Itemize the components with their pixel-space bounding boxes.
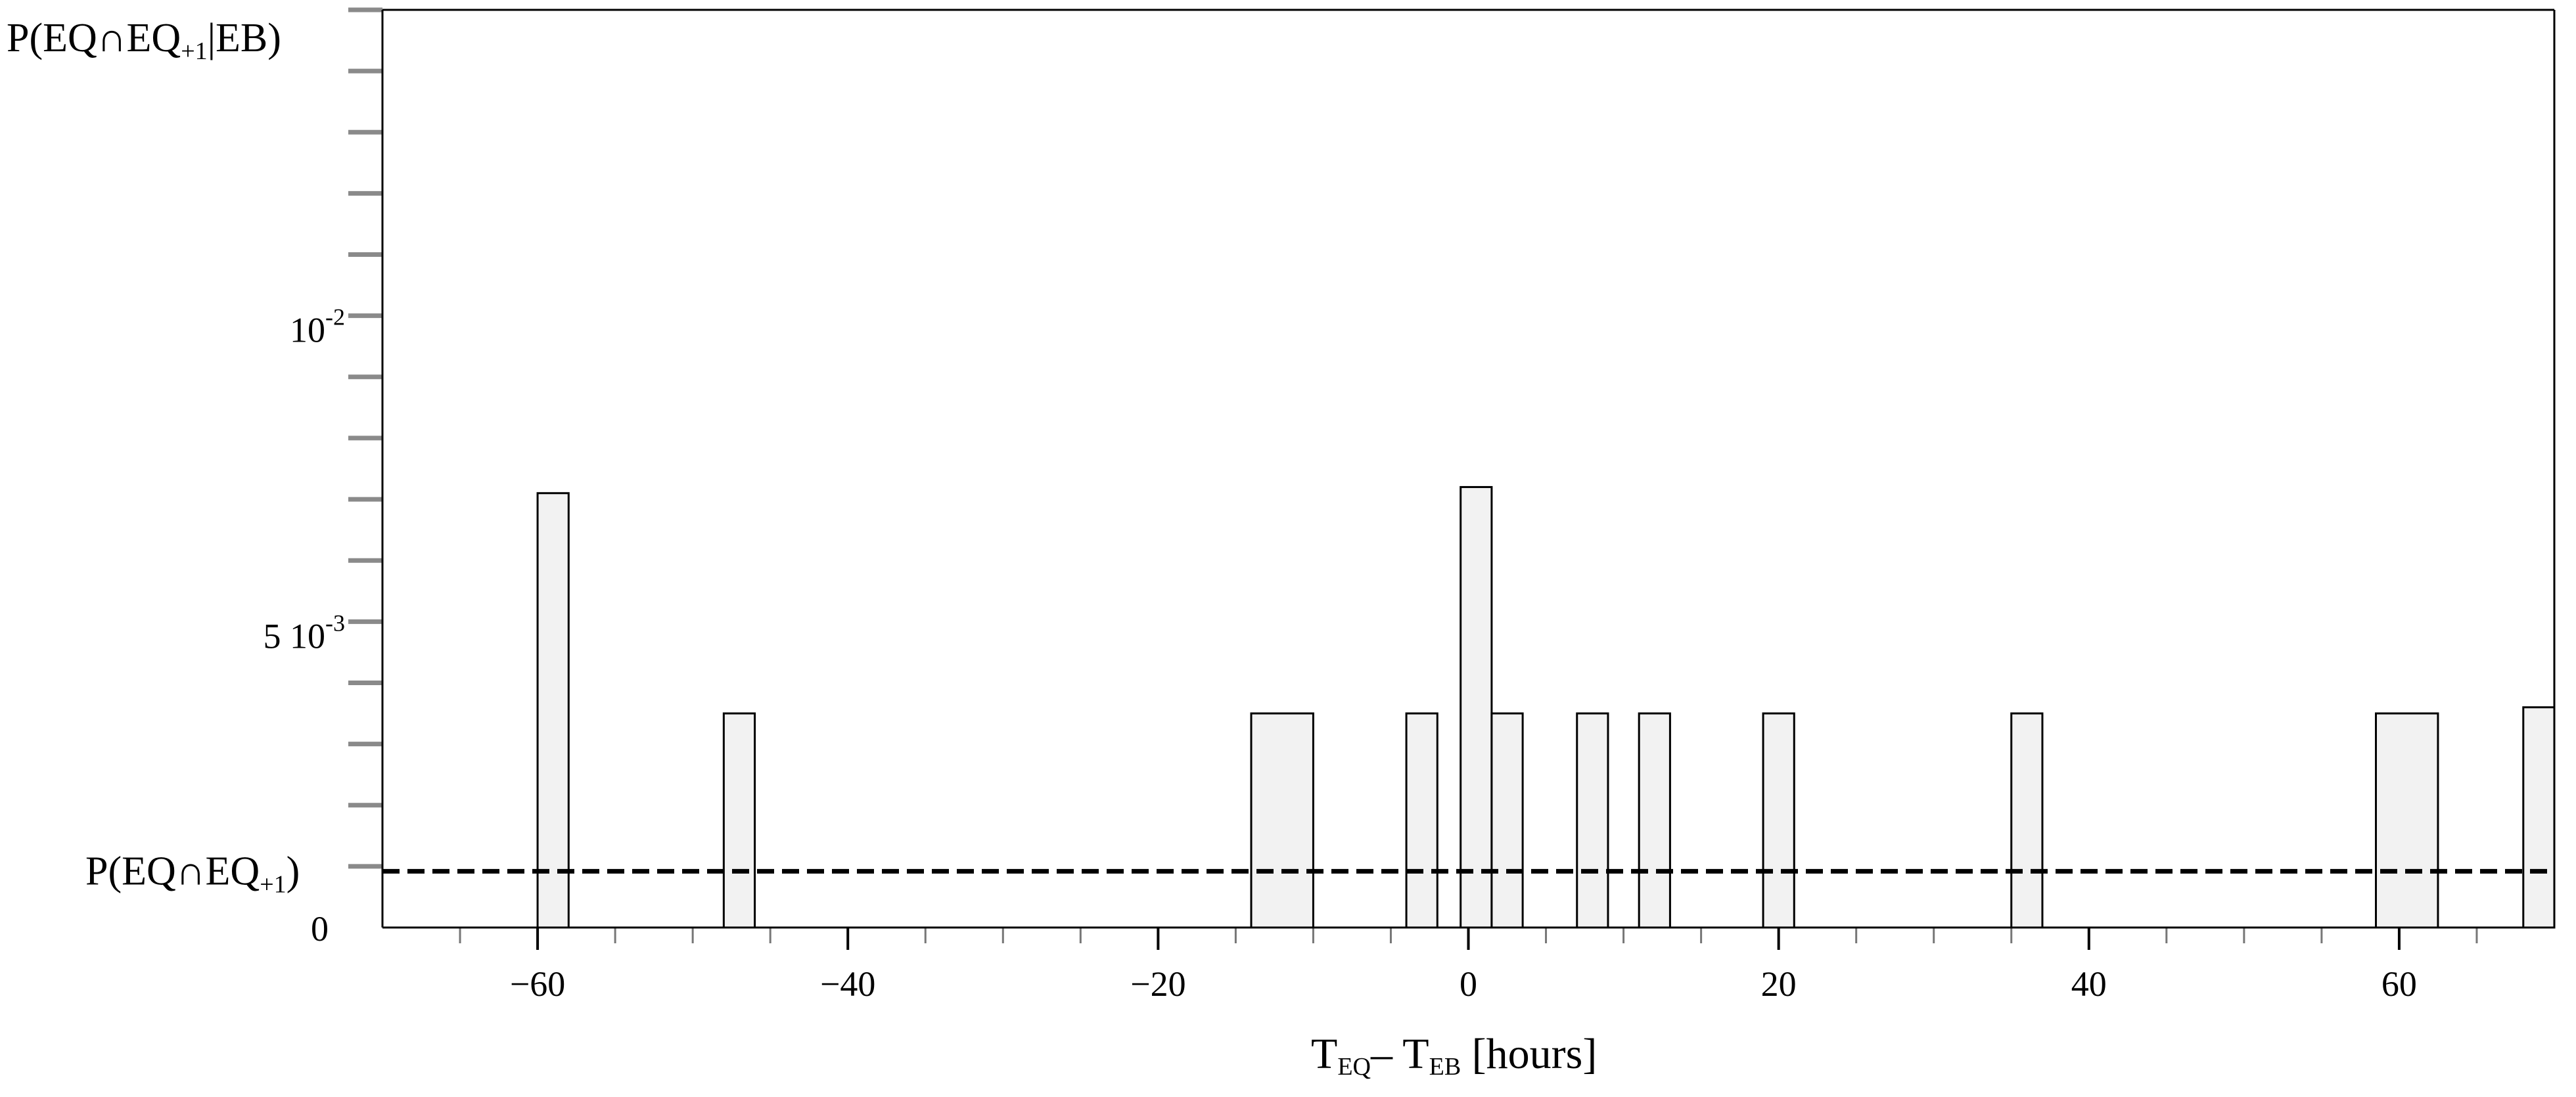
histogram-bar xyxy=(1638,712,1671,929)
y-label-zero: 0 xyxy=(311,909,329,949)
y-label-mid-mantissa: 5 10 xyxy=(264,616,326,656)
x-axis-title-t1: T xyxy=(1311,1030,1337,1078)
x-tick-label: −20 xyxy=(1130,964,1185,1004)
histogram-bar xyxy=(2375,712,2439,929)
x-axis-title: TEQ– TEB [hours] xyxy=(1311,1030,1597,1081)
histogram-bar xyxy=(536,492,570,929)
x-tick-label: −40 xyxy=(820,964,875,1004)
x-axis-title-rest: [hours] xyxy=(1461,1030,1597,1078)
histogram-bar xyxy=(2010,712,2044,929)
y-axis-title-main: P(EQ∩EQ xyxy=(7,16,181,60)
histogram-bar xyxy=(1490,712,1524,929)
x-tick-label: −60 xyxy=(510,964,565,1004)
y-minor-ticks xyxy=(348,7,382,869)
histogram-bar xyxy=(1460,485,1493,929)
histogram-bar xyxy=(2522,706,2556,929)
y-label-top-base: 10 xyxy=(290,311,325,350)
y-axis-title-sub: +1 xyxy=(181,37,207,65)
histogram-bar xyxy=(1250,712,1314,929)
x-axis-title-sub2: EB xyxy=(1429,1053,1461,1081)
x-tick-label: 40 xyxy=(2071,964,2107,1004)
y-label-mid: 5 10-3 xyxy=(264,610,346,656)
y-axis-title-end: |EB) xyxy=(208,16,281,60)
bars xyxy=(536,485,2556,929)
histogram-bar xyxy=(722,712,756,929)
x-tick-label: 0 xyxy=(1460,964,1477,1004)
baseline-label-end: ) xyxy=(287,849,300,893)
y-label-top-exponent: -2 xyxy=(325,304,345,330)
x-tick-label: 20 xyxy=(1761,964,1797,1004)
x-axis-title-mid: – T xyxy=(1370,1030,1429,1078)
y-label-mid-exponent: -3 xyxy=(325,610,345,636)
histogram-bar xyxy=(1405,712,1438,929)
histogram-bar xyxy=(1762,712,1795,929)
baseline-label: P(EQ∩EQ+1) xyxy=(85,849,300,898)
y-axis-title: P(EQ∩EQ+1|EB) xyxy=(7,16,281,65)
y-label-top: 10-2 xyxy=(290,304,345,350)
x-ticks xyxy=(459,928,2478,950)
x-tick-labels: −60 −40 −20 0 20 40 60 xyxy=(510,964,2417,1004)
x-tick-label: 60 xyxy=(2381,964,2417,1004)
histogram-bar xyxy=(1576,712,1609,929)
x-axis-title-sub1: EQ xyxy=(1337,1053,1371,1081)
baseline-label-main: P(EQ∩EQ xyxy=(85,849,260,893)
baseline-label-sub: +1 xyxy=(260,870,286,898)
